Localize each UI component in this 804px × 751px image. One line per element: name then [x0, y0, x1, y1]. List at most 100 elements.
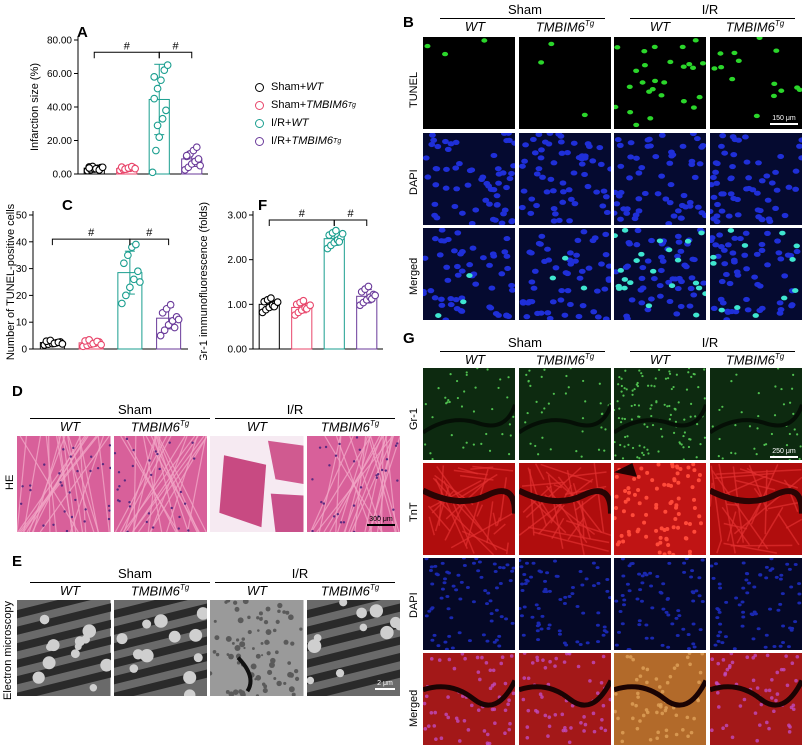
data-point [153, 84, 162, 93]
microscopy-image-tile [113, 436, 207, 532]
legend-prefix: I/R+ [271, 135, 292, 147]
e-header-tg-1: TMBIM6Tg [130, 583, 190, 599]
e-scale-bar-line [375, 688, 395, 690]
data-point [196, 161, 204, 170]
microscopy-image-tile [210, 600, 304, 696]
microscopy-image-tile [709, 228, 802, 320]
panel-label-c: C [62, 197, 73, 214]
data-point [273, 298, 282, 306]
data-point [158, 114, 167, 123]
b-row-label-merged: Merged [408, 257, 420, 295]
microscopy-image-tile [423, 37, 515, 129]
microscopy-image-tile [306, 600, 400, 696]
microscopy-image-tile [709, 463, 802, 555]
d-scale-bar-label: 300 μm [369, 516, 393, 523]
legend-marker [255, 82, 264, 92]
microscopy-image-tile [614, 463, 706, 555]
sig-bracket-1-label: # [124, 40, 131, 52]
d-header-tg-1: TMBIM6Tg [130, 419, 190, 435]
legend-italic: TMBIM6 [291, 135, 334, 147]
data-point [58, 340, 67, 348]
data-point [192, 143, 201, 152]
g-row-label-dapi: DAPI [408, 592, 420, 618]
legend-prefix: Sham+ [271, 81, 307, 93]
data-point [122, 291, 130, 300]
microscopy-image-tile [423, 558, 515, 650]
panel-label-g: G [403, 330, 415, 347]
panel-g-image-grid [423, 368, 802, 748]
g-header-ir: I/R [701, 335, 719, 350]
g-row-label-tnt: TnT [408, 502, 420, 522]
microscopy-image-tile [423, 463, 515, 555]
data-point [166, 300, 175, 309]
y-tick-label: 50 [16, 211, 28, 222]
microscopy-image-tile [518, 132, 611, 225]
d-header-ir: I/R [286, 402, 304, 417]
data-point [155, 133, 164, 141]
g-header-wt-1: WT [464, 352, 486, 367]
e-header-ir-line [215, 582, 395, 583]
b-header-sham: Sham [508, 2, 542, 17]
microscopy-image-tile [518, 558, 611, 650]
legend-marker [255, 100, 264, 110]
y-tick-label: 0 [21, 345, 27, 356]
microscopy-image-tile [709, 37, 802, 129]
chart-legend: Sham+ WT Sham+ TMBIM6 Tg I/R+ WT I/R+ TMBIM6 T… [255, 78, 356, 150]
y-tick-label: 2.00 [228, 255, 248, 266]
sig-bracket-1-label: # [88, 227, 95, 239]
data-point [160, 326, 169, 335]
g-row-label-gr1: Gr-1 [408, 408, 420, 430]
legend-item: Sham+ WT [255, 78, 356, 96]
data-point [194, 155, 203, 163]
legend-marker [255, 136, 264, 146]
d-header-wt-1: WT [59, 419, 81, 434]
data-point [120, 259, 128, 268]
data-point [306, 301, 314, 310]
sig-bracket-2-label: # [146, 227, 153, 239]
data-point [267, 294, 275, 302]
b-header-ir: I/R [701, 2, 719, 17]
microscopy-image-tile [210, 436, 304, 532]
microscopy-image-tile [709, 653, 802, 745]
microscopy-image-tile [614, 653, 706, 745]
microscopy-image-tile [709, 368, 802, 460]
g-scale-bar-label: 250 μm [772, 448, 796, 455]
y-tick-label: 10 [16, 318, 28, 329]
y-tick-label: 1.00 [228, 300, 248, 311]
microscopy-image-tile [614, 368, 706, 460]
d-header-sham-line [30, 418, 210, 419]
y-axis-label: Infarction size (%) [29, 63, 41, 151]
panel-label-f: F [258, 197, 268, 214]
data-point [136, 278, 144, 286]
b-header-tg-1: TMBIM6Tg [535, 19, 595, 35]
data-point [332, 226, 340, 235]
legend-italic: TMBIM6 [306, 99, 348, 111]
sig-bracket-2 [129, 238, 170, 246]
sig-bracket-2-label: # [347, 208, 354, 220]
data-point [85, 164, 94, 172]
data-point [170, 323, 179, 332]
e-scale-bar: 2 μm [375, 680, 395, 690]
legend-sup: Tg [333, 137, 342, 145]
microscopy-image-tile [614, 37, 706, 129]
microscopy-image-tile [423, 368, 515, 460]
legend-sup: Tg [347, 101, 356, 109]
data-point [118, 299, 126, 308]
g-header-wt-2: WT [649, 352, 671, 367]
b-header-sham-line [440, 18, 605, 19]
microscopy-image-tile [423, 132, 515, 225]
y-tick-label: 60.00 [47, 69, 72, 80]
microscopy-image-tile [113, 600, 207, 696]
y-tick-label: 3.00 [228, 211, 248, 222]
microscopy-image-tile [614, 132, 706, 225]
data-point [157, 76, 165, 85]
legend-italic: WT [306, 81, 324, 93]
y-tick-label: 0.00 [228, 345, 248, 356]
panel-label-b: B [403, 14, 414, 31]
e-header-wt-2: WT [246, 583, 268, 598]
data-point [131, 164, 139, 173]
data-point [150, 72, 159, 81]
microscopy-image-tile [709, 132, 802, 225]
sig-bracket-1 [51, 238, 131, 246]
b-header-tg-2: TMBIM6Tg [725, 19, 785, 35]
